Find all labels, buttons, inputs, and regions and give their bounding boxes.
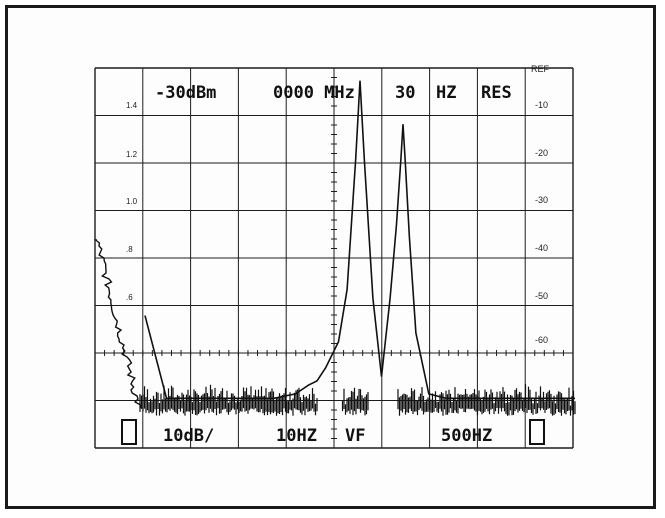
- readout-center-freq: 0000 MHz: [273, 83, 355, 103]
- bottom-readout-marker-left: [121, 419, 137, 445]
- noise-floor-path: [139, 384, 576, 416]
- left-axis-tick: 1.4: [126, 101, 138, 110]
- bottom-readout-marker-right: [529, 419, 545, 445]
- left-axis-tick: .8: [126, 245, 133, 254]
- photo-frame: [5, 5, 656, 509]
- left-axis-tick: .6: [126, 293, 133, 302]
- graticule-grid: [94, 67, 574, 449]
- right-axis-tick: -50: [535, 291, 548, 301]
- readout-res-value: 30: [395, 83, 415, 103]
- right-axis-tick: -10: [535, 100, 548, 110]
- noise-floor: [93, 239, 576, 416]
- right-axis-tick: -60: [535, 335, 548, 345]
- readout-video-filter: 10HZ: [276, 426, 317, 446]
- bottom-readout: 10dB/ 10HZ VF 500HZ: [121, 419, 545, 446]
- readout-vf: VF: [345, 426, 365, 446]
- readout-scale: 10dB/: [163, 426, 214, 446]
- ref-label: REF: [531, 64, 550, 74]
- readout-span: 500HZ: [441, 426, 492, 446]
- readout-res-unit: HZ: [436, 83, 456, 103]
- right-axis-tick: -30: [535, 195, 548, 205]
- left-axis-tick: 1.2: [126, 150, 138, 159]
- readout-res-label: RES: [481, 83, 512, 103]
- right-axis-ticks: -10 -20 -30 -40 -50 -60: [535, 100, 548, 345]
- right-axis-tick: -40: [535, 243, 548, 253]
- left-skirt-path: [93, 239, 142, 409]
- right-axis-tick: -20: [535, 148, 548, 158]
- left-axis-ticks: 1.4 1.2 1.0 .8 .6: [126, 101, 138, 302]
- top-readout: -30dBm 0000 MHz 30 HZ RES: [155, 83, 512, 103]
- left-axis-tick: 1.0: [126, 197, 138, 206]
- readout-level: -30dBm: [155, 83, 216, 103]
